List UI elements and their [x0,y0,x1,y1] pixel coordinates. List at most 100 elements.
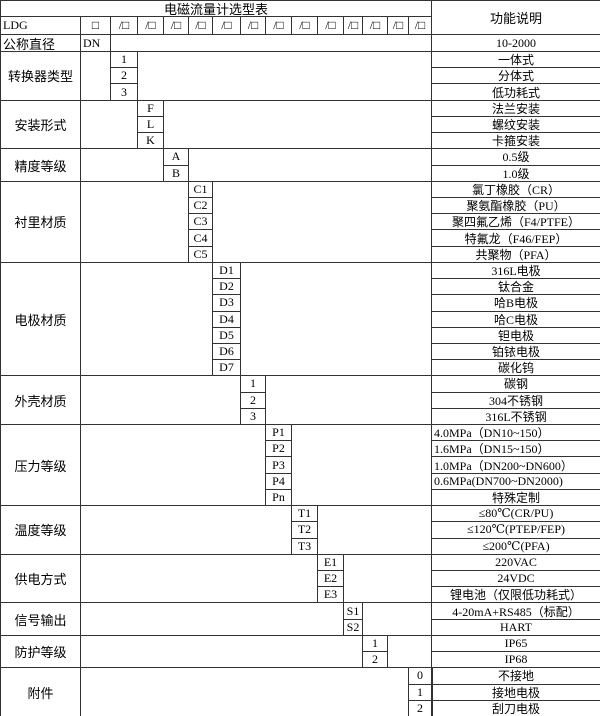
option-code: 2 [111,68,138,85]
blank-cell [189,149,432,182]
group-label: 附件 [1,668,81,716]
group-label: 压力等级 [1,425,81,507]
option-code: C1 [189,181,213,198]
option-code: D3 [213,295,241,312]
option-code: T1 [292,506,318,523]
group-label: 外壳材质 [1,376,81,426]
blank-cell [213,181,432,263]
model-code-slot: /□ [138,17,164,35]
option-code: 0 [409,668,432,685]
option-code: E3 [318,587,344,604]
option-code: 1 [111,52,138,69]
model-code-slot: /□ [292,17,318,35]
option-description: 聚氨酯橡胶（PU） [432,198,600,215]
option-description: ≤200℃(PFA) [432,539,600,555]
option-description: 分体式 [432,68,600,85]
option-code: 2 [363,652,388,669]
option-code: 3 [241,408,266,426]
option-code: 1 [409,684,432,701]
option-description: 4-20mA+RS485（标配） [432,603,600,620]
option-description: 1.0MPa（DN200~DN600） [432,457,600,474]
option-description: 304不锈钢 [432,393,600,409]
option-description: 低功耗式 [432,84,600,101]
model-code-slot: /□ [409,17,432,35]
group-label: 信号输出 [1,603,81,636]
model-code-slot: /□ [241,17,266,35]
model-label: LDG [1,17,81,35]
option-code: D6 [213,343,241,361]
option-description: 碳钢 [432,376,600,393]
option-code: E1 [318,554,344,572]
blank-cell [81,506,292,555]
option-code: D2 [213,279,241,296]
option-description: 1.0级 [432,166,600,182]
option-description: 一体式 [432,52,600,69]
blank-cell [318,506,432,555]
option-description: 特殊定制 [432,490,600,507]
model-code-slot: □ [81,17,111,35]
option-code: Pn [266,489,292,507]
blank-cell [81,635,363,669]
option-code: 2 [241,392,266,409]
option-description: 24VDC [432,571,600,588]
option-description: 316L电极 [432,263,600,280]
table-title: 电磁流量计选型表 [1,1,432,17]
option-description: 卡箍安装 [432,133,600,150]
option-code: 3 [111,84,138,101]
option-description: 铂铱电极 [432,344,600,361]
size-label: 公称直径 [1,35,81,52]
option-description: 特氟龙（F46/FEP） [432,230,600,247]
option-code: A [164,149,189,166]
blank-cell [241,262,432,377]
option-code: 2 [409,700,432,716]
option-description: 哈C电极 [432,312,600,328]
option-description: 锂电池（仅限低功耗式） [432,587,600,604]
option-description: 接地电极 [432,685,600,701]
option-code: P2 [266,441,292,458]
group-label: 安装形式 [1,100,81,150]
option-description: 碳化钨 [432,360,600,377]
group-label: 供电方式 [1,554,81,604]
blank-cell [81,425,266,507]
model-code-slot: /□ [189,17,213,35]
blank-cell [138,52,432,101]
option-code: 1 [363,635,388,653]
option-description: 钽电极 [432,328,600,344]
blank-cell [81,262,213,377]
blank-cell [111,35,432,52]
option-description: 220VAC [432,555,600,572]
blank-cell [266,376,432,426]
option-description: IP65 [432,636,600,653]
description-header: 功能说明 [432,1,600,35]
option-description: HART [432,620,600,636]
option-code: B [164,165,189,182]
option-description: 哈B电极 [432,295,600,312]
model-code-slot: /□ [266,17,292,35]
option-code: D4 [213,311,241,328]
size-code: DN [81,35,111,52]
model-code-slot: /□ [213,17,241,35]
option-code: L [138,116,164,134]
option-code: D7 [213,360,241,377]
group-label: 转换器类型 [1,52,81,101]
blank-cell [81,52,111,101]
blank-cell [81,554,318,604]
option-code: S1 [344,603,363,620]
option-code: 1 [241,376,266,393]
option-description: 0.6MPa(DN700~DN2000) [432,474,600,490]
option-code: S2 [344,619,363,636]
blank-cell [81,181,189,263]
option-code: P1 [266,425,292,442]
blank-cell [363,603,432,636]
blank-cell [81,376,241,426]
option-description: 4.0MPa（DN10~150） [432,425,600,442]
option-code: F [138,100,164,117]
option-description: 316L不锈钢 [432,409,600,426]
blank-cell [81,603,344,636]
option-description: 氯丁橡胶（CR） [432,182,600,198]
model-code-slot: /□ [318,17,344,35]
blank-cell [164,100,432,150]
model-code-slot: /□ [164,17,189,35]
option-description: 螺纹安装 [432,117,600,134]
